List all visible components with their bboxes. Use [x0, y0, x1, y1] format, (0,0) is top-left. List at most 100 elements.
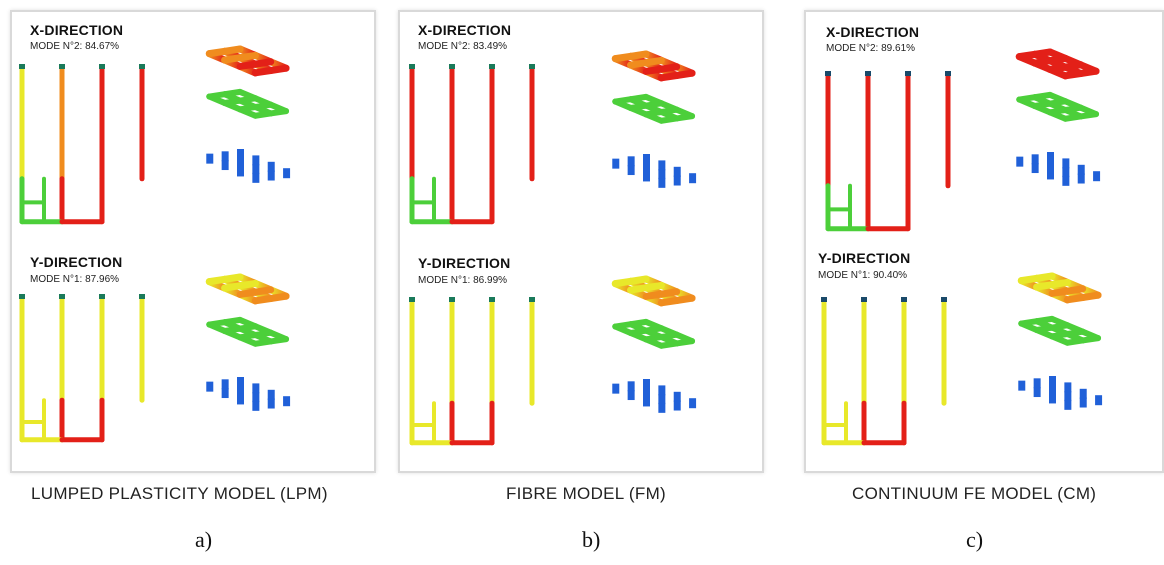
mid-beam: [1049, 333, 1071, 346]
x-mode-text: MODE N°2: 84.67%: [30, 41, 120, 52]
plan-node: [489, 297, 495, 302]
top-beam: [236, 60, 259, 70]
column-base: [612, 158, 620, 169]
panel-cm: X-DIRECTION MODE N°2: 89.61% Y-DIRECTION…: [804, 10, 1164, 473]
plan-node: [945, 71, 951, 76]
plan-node: [19, 64, 25, 69]
plan-node: [59, 294, 65, 299]
top-beam: [221, 54, 244, 64]
y-mode-text: MODE N°1: 90.40%: [818, 270, 908, 281]
caption-fm: FIBRE MODEL (FM): [506, 484, 666, 503]
y-mode-text: MODE N°1: 86.99%: [418, 275, 508, 286]
top-beam: [642, 290, 665, 300]
column-base: [237, 394, 244, 405]
plan-x-fm: [409, 64, 535, 225]
column-base: [206, 381, 214, 392]
mid-beam: [643, 336, 665, 349]
column-base: [1077, 173, 1085, 184]
plan-node: [861, 297, 867, 302]
column-base: [612, 383, 620, 394]
mid-beam: [237, 334, 259, 347]
panel-lpm: X-DIRECTION MODE N°2: 84.67% Y-DIRECTION…: [10, 10, 376, 473]
top-beam: [1048, 287, 1071, 297]
column-base: [267, 398, 275, 409]
column-base: [1016, 156, 1024, 167]
top-beam: [1063, 294, 1087, 304]
plan-node: [529, 64, 535, 69]
mid-beam: [1077, 104, 1100, 118]
column-base: [1079, 397, 1087, 408]
iso-x-fm: [611, 50, 697, 189]
mid-beam: [252, 332, 274, 345]
mid-beam: [1079, 328, 1102, 342]
top-beam: [657, 297, 681, 307]
plan-node: [821, 297, 827, 302]
iso-y-cm: [1017, 272, 1103, 411]
y-direction-label: Y-DIRECTION: [818, 250, 911, 266]
plan-node: [409, 297, 415, 302]
mode-shape-plots-cm: [821, 48, 1103, 446]
top-beam: [236, 288, 259, 298]
top-beam: [1031, 57, 1054, 67]
x-mode-text: MODE N°2: 83.49%: [418, 41, 508, 52]
plan-node: [409, 64, 415, 69]
top-beam: [205, 47, 229, 58]
panel-fm: X-DIRECTION MODE N°2: 83.49% Y-DIRECTION…: [398, 10, 764, 473]
top-beam: [611, 52, 635, 63]
plan-node: [865, 71, 871, 76]
top-beam: [642, 65, 665, 75]
column-base: [689, 173, 697, 184]
mid-beam: [658, 109, 680, 122]
top-beam: [1017, 274, 1041, 285]
column-base: [267, 170, 275, 181]
column-base: [252, 172, 260, 183]
column-base: [1064, 399, 1072, 410]
column-base: [658, 402, 666, 413]
top-beam: [1015, 50, 1039, 61]
column-base: [658, 177, 666, 188]
column-base: [252, 400, 260, 411]
plan-y-cm: [821, 297, 947, 446]
plan-node: [489, 64, 495, 69]
sublabel-b: b): [582, 527, 601, 552]
y-direction-label: Y-DIRECTION: [418, 255, 511, 271]
plan-x-lpm: [19, 64, 145, 225]
y-mode-text: MODE N°1: 87.96%: [30, 274, 120, 285]
plan-node: [139, 64, 145, 69]
column-base: [1093, 171, 1101, 182]
plan-y-lpm: [19, 294, 145, 443]
column-base: [1062, 175, 1070, 186]
mid-beam: [643, 111, 665, 124]
plan-node: [99, 64, 105, 69]
column-base: [1095, 395, 1103, 406]
iso-x-cm: [1015, 48, 1101, 187]
plan-node: [449, 297, 455, 302]
top-beam: [205, 275, 229, 286]
column-base: [643, 171, 650, 182]
plan-node: [19, 294, 25, 299]
column-base: [237, 166, 244, 177]
column-base: [689, 398, 697, 409]
mid-beam: [252, 104, 274, 117]
mode-shape-plots-fm: [409, 50, 697, 446]
x-mode-text: MODE N°2: 89.61%: [826, 43, 916, 54]
mid-beam: [658, 334, 680, 347]
x-direction-label: X-DIRECTION: [418, 22, 512, 38]
plan-node: [449, 64, 455, 69]
caption-cm: CONTINUUM FE MODEL (CM): [852, 484, 1097, 503]
plan-x-cm: [825, 71, 951, 232]
sublabel-a: a): [195, 527, 213, 552]
plan-node: [941, 297, 947, 302]
plan-node: [901, 297, 907, 302]
column-base: [221, 388, 229, 399]
iso-x-lpm: [205, 45, 291, 184]
sublabel-c: c): [966, 527, 984, 552]
column-base: [627, 390, 635, 401]
plan-node: [529, 297, 535, 302]
x-direction-label: X-DIRECTION: [826, 24, 920, 40]
top-beam: [1046, 63, 1069, 73]
column-base: [1018, 380, 1026, 391]
x-direction-label: X-DIRECTION: [30, 22, 124, 38]
column-base: [283, 396, 291, 407]
mid-beam: [267, 101, 290, 115]
